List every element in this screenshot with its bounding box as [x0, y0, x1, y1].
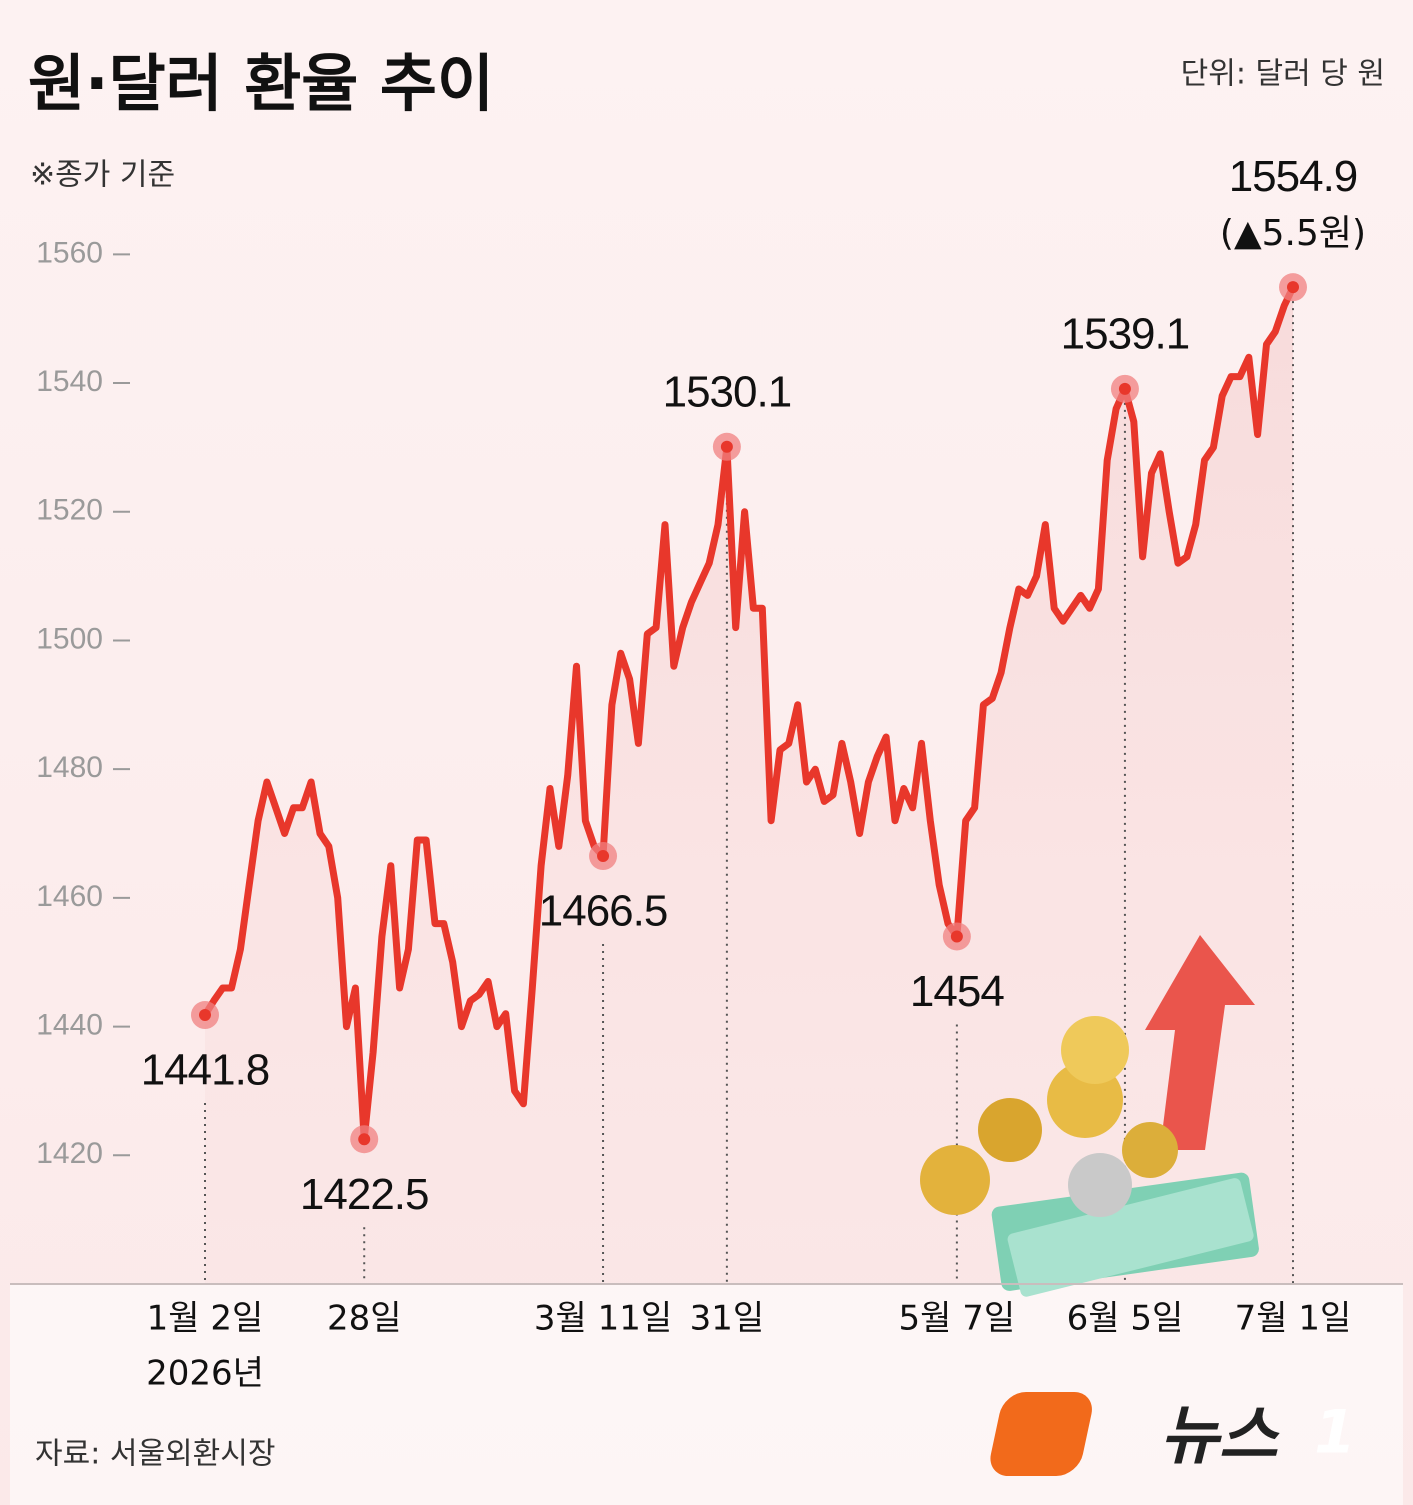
note: ※종가 기준: [30, 158, 175, 193]
point: [720, 440, 733, 453]
change-label: (▲5.5원): [1220, 213, 1366, 254]
x-tick-label: 31일: [690, 1299, 765, 1339]
x-tick-label: 28일: [327, 1299, 402, 1339]
brand-logo: 뉴스 1: [990, 1392, 1356, 1476]
y-tick-label: 1540: [36, 365, 103, 398]
value-label: 1454: [910, 967, 1004, 1016]
y-tick-label: 1560: [36, 236, 103, 269]
point: [358, 1133, 371, 1146]
y-tick-label: 1520: [36, 494, 103, 527]
point: [199, 1009, 211, 1022]
year-label: 2026년: [146, 1354, 264, 1394]
x-tick-label: 1월 2일: [147, 1299, 264, 1339]
y-tick-label: 1420: [36, 1137, 103, 1170]
line: [202, 285, 1297, 1143]
value-label: 1554.9: [1229, 152, 1358, 201]
point: [597, 850, 610, 863]
line-area: [205, 287, 1293, 1284]
brand-text: 뉴스: [1160, 1400, 1280, 1474]
value-label: 1466.5: [539, 887, 668, 936]
y-tick-label: 1440: [36, 1009, 103, 1042]
point: [1287, 281, 1299, 294]
unit-label: 단위: 달러 당 원: [1181, 57, 1385, 92]
footer-band: [10, 1284, 1403, 1505]
y-tick-label: 1480: [36, 751, 103, 784]
x-tick-label: 7월 1일: [1235, 1299, 1352, 1339]
y-tick-label: 1460: [36, 880, 103, 913]
value-label: 1441.8: [141, 1046, 270, 1095]
chart-title: 원·달러 환율 추이: [28, 47, 494, 120]
x-tick-label: 3월 11일: [534, 1299, 672, 1339]
source: 자료: 서울외환시장: [35, 1437, 275, 1472]
brand-badge: [990, 1392, 1092, 1476]
brand-mark: 1: [1314, 1398, 1356, 1468]
value-label: 1422.5: [300, 1170, 429, 1219]
point: [950, 930, 963, 943]
point: [1118, 382, 1131, 395]
x-tick-label: 6월 5일: [1067, 1299, 1184, 1339]
money-illustration: [920, 935, 1259, 1297]
x-tick-label: 5월 7일: [899, 1299, 1016, 1339]
y-tick-label: 1500: [36, 622, 103, 655]
value-label: 1539.1: [1061, 309, 1190, 358]
value-label: 1530.1: [663, 367, 792, 416]
